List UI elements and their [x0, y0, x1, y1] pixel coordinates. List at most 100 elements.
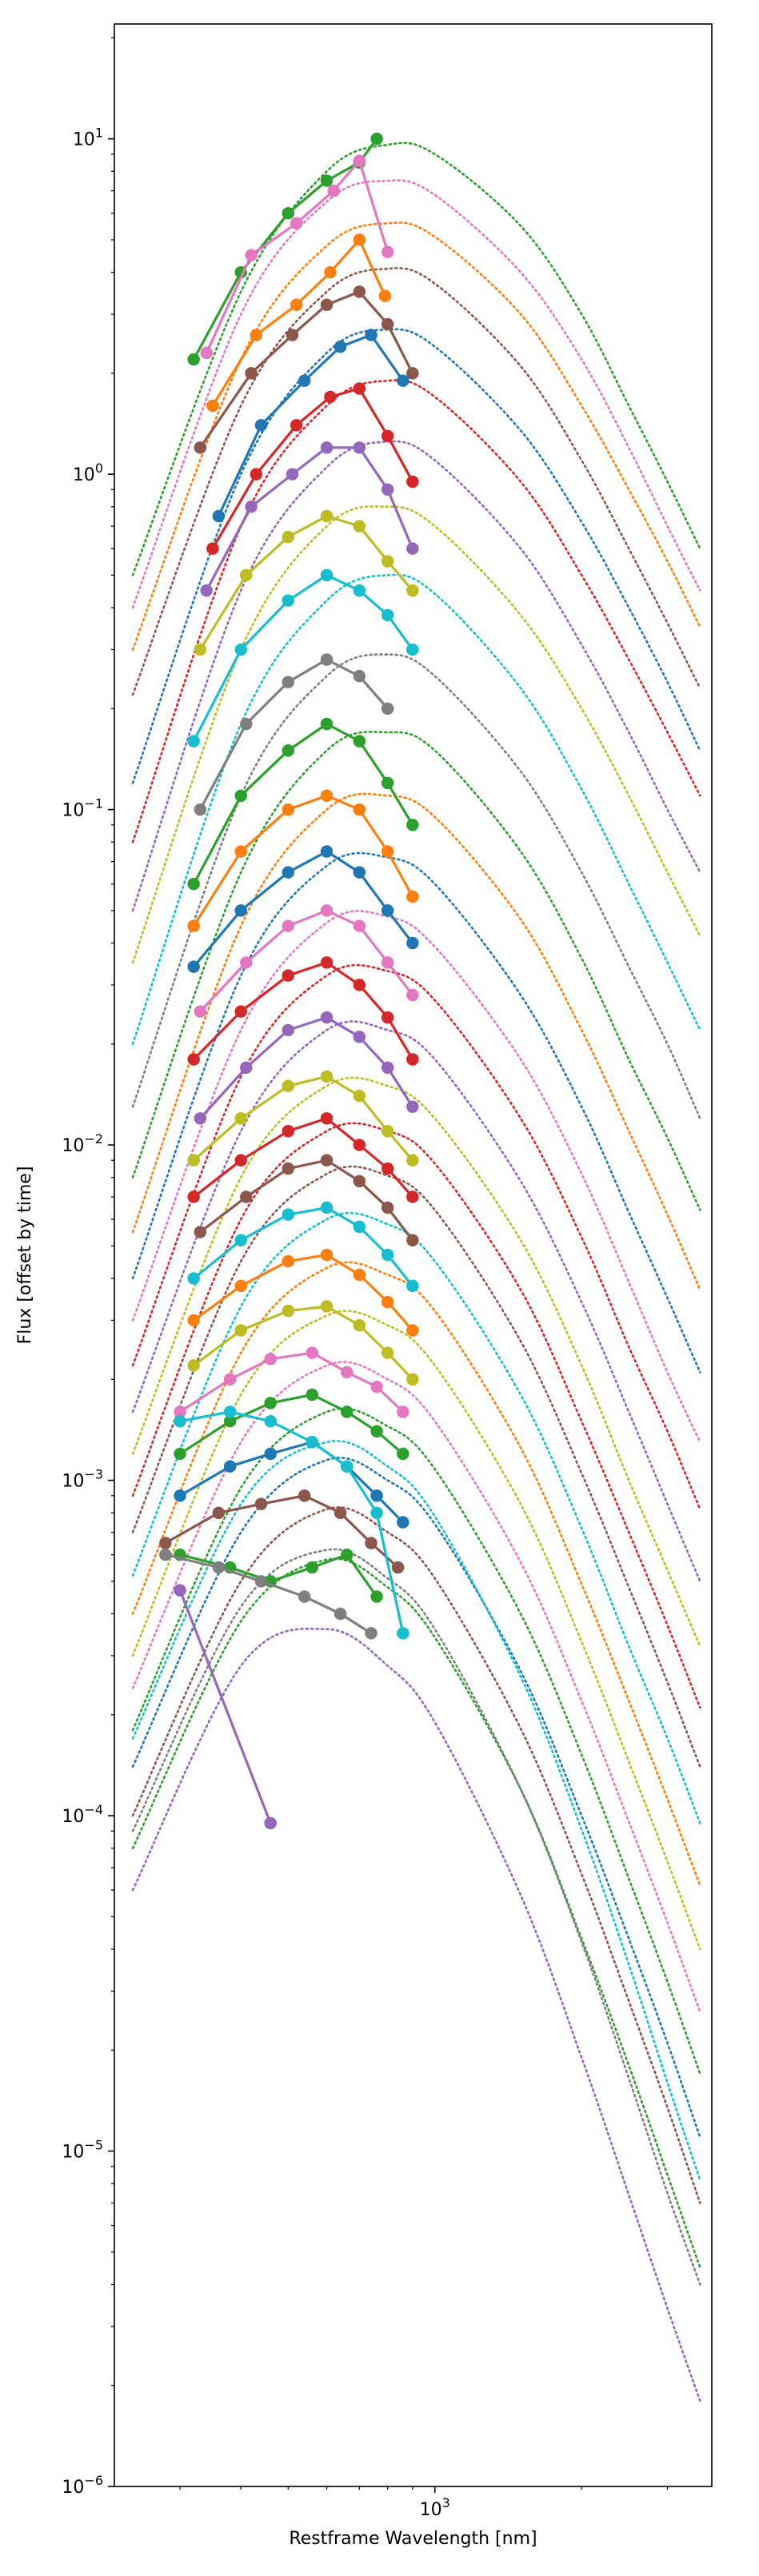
- data-point: [187, 1359, 200, 1372]
- data-point: [286, 468, 299, 481]
- data-point: [406, 1324, 419, 1337]
- data-point: [174, 1414, 186, 1428]
- data-point: [381, 956, 394, 969]
- data-point: [320, 904, 334, 917]
- data-point: [341, 1366, 354, 1379]
- data-point: [282, 530, 295, 544]
- data-point: [187, 735, 200, 748]
- observed-line-2: [205, 159, 389, 354]
- data-point: [290, 298, 303, 311]
- data-point: [282, 1208, 295, 1221]
- fit-line-12: [131, 792, 701, 1291]
- data-point: [406, 542, 419, 555]
- observed-line-16: [199, 1015, 414, 1119]
- observed-line-26: [165, 1494, 399, 1569]
- data-point: [282, 1079, 295, 1092]
- data-point: [320, 789, 334, 802]
- data-point: [234, 643, 247, 656]
- data-point: [381, 608, 394, 622]
- data-point: [282, 206, 295, 220]
- data-point: [381, 702, 394, 716]
- data-point: [245, 249, 258, 261]
- x-axis-label: Restframe Wavelength [nm]: [289, 2529, 537, 2549]
- data-point: [282, 803, 295, 816]
- data-point: [365, 1537, 378, 1549]
- data-point: [320, 1112, 334, 1125]
- data-point: [306, 1561, 319, 1574]
- fit-line-5: [131, 328, 701, 784]
- data-point: [320, 653, 334, 666]
- data-point: [353, 979, 366, 991]
- y-tick-label: 10−4: [62, 1802, 103, 1827]
- data-point: [320, 298, 334, 311]
- data-point: [381, 845, 394, 858]
- data-point: [406, 1154, 419, 1167]
- observed-line-3: [211, 238, 386, 407]
- fit-line-30: [131, 1439, 701, 2181]
- data-point: [250, 468, 263, 481]
- data-point: [223, 1460, 237, 1473]
- data-point: [370, 132, 383, 146]
- fit-line-4: [131, 267, 701, 696]
- data-point: [234, 1112, 247, 1125]
- data-point: [353, 520, 366, 532]
- data-point: [286, 329, 299, 341]
- data-point: [187, 960, 200, 973]
- data-point: [320, 509, 334, 523]
- data-point: [290, 217, 303, 230]
- data-point: [341, 1548, 354, 1561]
- data-point: [174, 1584, 186, 1597]
- data-point: [381, 1124, 394, 1138]
- fit-line-11: [131, 730, 701, 1211]
- data-point: [320, 956, 334, 969]
- fit-line-7: [131, 440, 701, 912]
- data-point: [320, 845, 334, 858]
- fit-line-20: [131, 1211, 701, 1824]
- data-point: [282, 744, 295, 757]
- data-point: [353, 866, 366, 879]
- data-point: [282, 1254, 295, 1268]
- data-point: [174, 1489, 186, 1502]
- data-point: [397, 1516, 409, 1529]
- data-point: [282, 676, 295, 688]
- data-point: [174, 1447, 186, 1461]
- data-point: [320, 1070, 334, 1083]
- data-point: [406, 819, 419, 831]
- data-point: [381, 429, 394, 443]
- data-point: [353, 1031, 366, 1043]
- fit-line-21: [131, 1261, 701, 1887]
- data-point: [391, 1561, 405, 1574]
- data-point: [406, 890, 419, 903]
- data-point: [245, 367, 258, 380]
- fit-line-1: [131, 142, 701, 576]
- data-point: [250, 329, 263, 341]
- y-tick-label: 10−5: [62, 2138, 103, 2163]
- y-tick-label: 10−6: [62, 2473, 103, 2498]
- data-point: [282, 594, 295, 607]
- data-point: [353, 233, 366, 246]
- y-tick-label: 101: [73, 126, 103, 150]
- fit-line-16: [131, 1020, 701, 1583]
- data-point: [234, 789, 247, 802]
- data-point: [282, 1304, 295, 1318]
- data-point: [194, 1005, 207, 1018]
- data-point: [306, 1436, 319, 1449]
- data-point: [381, 483, 394, 496]
- data-point: [370, 1380, 383, 1394]
- data-point: [187, 353, 200, 366]
- data-point: [320, 1300, 334, 1313]
- data-point: [194, 1112, 207, 1125]
- data-point: [240, 1061, 253, 1075]
- data-point: [320, 174, 334, 187]
- data-point: [365, 329, 378, 341]
- data-point: [370, 1590, 383, 1603]
- data-point: [264, 1353, 277, 1366]
- data-point: [381, 1346, 394, 1359]
- data-point: [320, 568, 334, 582]
- data-point: [234, 1279, 247, 1293]
- observed-line-22: [193, 1305, 413, 1381]
- observed-line-13: [192, 850, 414, 968]
- data-point: [320, 1154, 334, 1167]
